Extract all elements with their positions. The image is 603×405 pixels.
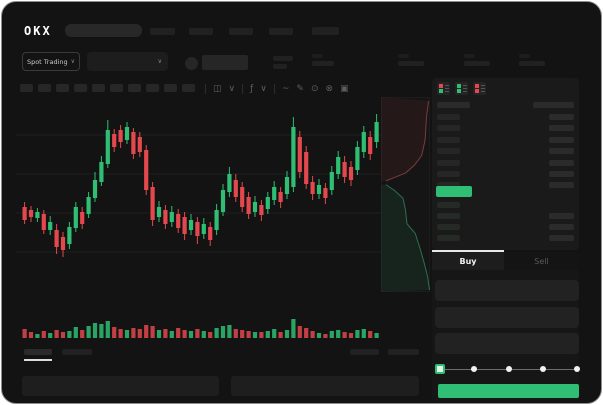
candlestick-chart[interactable] (16, 106, 384, 342)
orderbook-view-switcher (437, 82, 486, 95)
bottom-tab-active[interactable] (24, 349, 52, 355)
ask-amount[interactable] (549, 159, 574, 166)
indicators-chevron-icon[interactable]: ∨ (260, 83, 267, 94)
nav-item[interactable] (269, 28, 293, 35)
last-price-placeholder (273, 56, 293, 61)
ask-price[interactable] (437, 159, 460, 166)
indicators-icon[interactable]: ƒ (250, 83, 254, 94)
orderbook-header-amount (533, 102, 574, 108)
slider-stop[interactable] (471, 366, 478, 372)
okx-logo[interactable]: OKX (24, 24, 52, 38)
price-change-placeholder (273, 64, 287, 69)
ask-price[interactable] (437, 136, 460, 143)
search-input[interactable] (65, 24, 142, 37)
toolbar-divider (242, 84, 244, 94)
book-asks-icon[interactable] (473, 82, 486, 95)
bottom-tab-underline (24, 359, 52, 361)
bid-amount[interactable] (549, 213, 574, 219)
bid-price[interactable] (437, 224, 460, 230)
stat-value (519, 61, 545, 66)
total-input[interactable] (435, 333, 579, 354)
stat-label (519, 54, 530, 58)
stat-label (312, 54, 323, 58)
chevron-down-icon: ∨ (70, 57, 76, 65)
coin-avatar (185, 57, 198, 70)
bid-amount[interactable] (549, 235, 574, 241)
stat-label (398, 54, 409, 58)
chevron-down-icon: ∨ (157, 57, 162, 65)
stat-label (464, 54, 475, 58)
nav-item[interactable] (229, 28, 253, 35)
buy-submit-button[interactable] (438, 384, 579, 398)
toolbar-divider (205, 84, 206, 94)
alert-icon[interactable]: ⊗ (325, 83, 334, 94)
ask-amount[interactable] (549, 148, 574, 155)
timeframe-button[interactable] (110, 84, 123, 92)
chart-toolbar: ◫ ∨ ƒ ∨ ~ ✎ ⊙ ⊗ ▣ (205, 82, 349, 96)
fullscreen-icon[interactable]: ▣ (340, 83, 349, 94)
tab-buy[interactable]: Buy (432, 252, 504, 270)
timeframe-button[interactable] (182, 84, 195, 92)
history-panel-placeholder (231, 376, 419, 396)
pair-name-placeholder (202, 55, 248, 70)
line-tool-icon[interactable]: ~ (281, 83, 290, 94)
pair-selector[interactable]: ∨ (87, 52, 168, 71)
depth-chart[interactable] (381, 97, 430, 292)
chart-style-chevron-icon[interactable]: ∨ (228, 83, 236, 94)
toolbar-divider (273, 84, 275, 94)
ask-amount[interactable] (549, 136, 574, 143)
ask-price[interactable] (437, 148, 460, 155)
bid-price[interactable] (437, 235, 460, 241)
timeframe-button[interactable] (20, 84, 33, 92)
bottom-action[interactable] (350, 349, 379, 355)
timeframe-bar (20, 84, 195, 92)
stat-value (464, 61, 490, 66)
draw-tool-icon[interactable]: ✎ (296, 83, 304, 94)
timeframe-button[interactable] (128, 84, 141, 92)
timeframe-button[interactable] (56, 84, 69, 92)
camera-icon[interactable]: ⊙ (310, 83, 319, 94)
stat-value (398, 61, 424, 66)
market-type-label: Spot Trading (26, 57, 68, 66)
ask-amount[interactable] (549, 182, 574, 189)
ask-price[interactable] (437, 125, 460, 132)
timeframe-button[interactable] (92, 84, 105, 92)
ask-amount[interactable] (549, 114, 574, 120)
ask-price[interactable] (437, 171, 460, 177)
ask-price[interactable] (437, 182, 460, 189)
timeframe-button[interactable] (146, 84, 159, 92)
timeframe-button[interactable] (164, 84, 177, 92)
nav-item[interactable] (150, 28, 175, 35)
active-tab-indicator (432, 250, 504, 252)
slider-stop[interactable] (539, 366, 546, 372)
book-bids-icon[interactable] (455, 82, 468, 95)
timeframe-button[interactable] (74, 84, 87, 92)
nav-item[interactable] (312, 27, 339, 35)
slider-stop[interactable] (574, 366, 581, 372)
tab-sell[interactable]: Sell (504, 252, 579, 270)
orders-panel-placeholder (22, 376, 219, 396)
slider-handle[interactable] (435, 364, 445, 374)
chart-style-icon[interactable]: ◫ (213, 83, 222, 94)
ask-amount[interactable] (549, 171, 574, 177)
book-both-icon[interactable] (437, 82, 450, 95)
bid-price[interactable] (437, 213, 460, 219)
nav-item[interactable] (189, 28, 213, 35)
bid-amount[interactable] (549, 224, 574, 230)
bid-price[interactable] (437, 202, 460, 208)
slider-stop[interactable] (505, 366, 512, 372)
orderbook-header-price (437, 102, 470, 108)
stat-value (312, 61, 334, 66)
ask-amount[interactable] (549, 125, 574, 132)
last-price-badge (436, 186, 472, 197)
bottom-tab[interactable] (62, 349, 92, 355)
ask-price[interactable] (437, 114, 460, 120)
amount-input[interactable] (435, 307, 579, 328)
price-input[interactable] (435, 280, 579, 301)
timeframe-button[interactable] (38, 84, 51, 92)
market-type-selector[interactable]: Spot Trading ∨ (22, 52, 80, 71)
bottom-action[interactable] (388, 349, 419, 355)
